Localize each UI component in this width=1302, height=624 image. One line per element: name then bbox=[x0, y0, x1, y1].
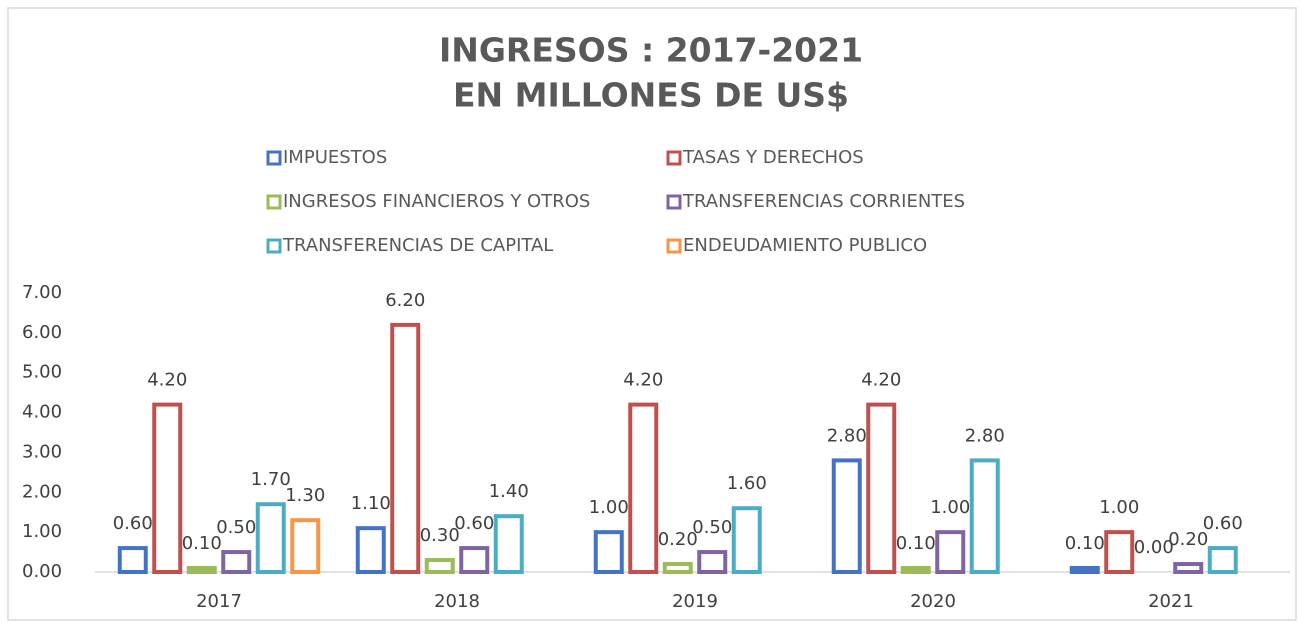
bar bbox=[221, 550, 252, 574]
y-tick-label: 0.00 bbox=[22, 561, 62, 582]
x-tick-label: 2018 bbox=[434, 591, 480, 612]
value-label: 0.10 bbox=[896, 533, 936, 554]
bar bbox=[186, 566, 217, 574]
value-label: 0.20 bbox=[1168, 529, 1208, 550]
legend-marker bbox=[666, 194, 682, 210]
value-label: 6.20 bbox=[385, 290, 425, 311]
value-label: 2.80 bbox=[965, 425, 1005, 446]
value-label: 0.10 bbox=[182, 533, 222, 554]
legend-label: IMPUESTOS bbox=[283, 147, 387, 168]
x-tick-label: 2017 bbox=[196, 591, 242, 612]
value-label: 4.20 bbox=[861, 370, 901, 391]
value-label: 1.30 bbox=[285, 485, 325, 506]
legend-label: TRANSFERENCIAS DE CAPITAL bbox=[282, 235, 553, 256]
y-tick-label: 4.00 bbox=[22, 402, 62, 423]
value-label: 4.20 bbox=[623, 370, 663, 391]
bar bbox=[731, 506, 762, 575]
legend-marker bbox=[266, 238, 282, 254]
value-label: 0.30 bbox=[420, 525, 460, 546]
y-tick-label: 2.00 bbox=[22, 481, 62, 502]
bar bbox=[290, 518, 321, 575]
bar bbox=[493, 514, 524, 575]
bar bbox=[152, 402, 183, 574]
value-label: 0.50 bbox=[692, 517, 732, 538]
value-label: 0.20 bbox=[658, 529, 698, 550]
value-label: 4.20 bbox=[147, 370, 187, 391]
value-label: 1.70 bbox=[251, 469, 291, 490]
value-label: 0.60 bbox=[1203, 513, 1243, 534]
bar bbox=[969, 458, 1000, 574]
value-label: 2.80 bbox=[827, 425, 867, 446]
legend-label: INGRESOS FINANCIEROS Y OTROS bbox=[283, 191, 590, 212]
legend-label: TASAS Y DERECHOS bbox=[682, 147, 864, 168]
bar bbox=[1104, 530, 1135, 575]
chart-title: EN MILLONES DE US$ bbox=[453, 76, 849, 115]
value-label: 1.60 bbox=[727, 473, 767, 494]
bar bbox=[390, 322, 421, 574]
bar bbox=[697, 550, 728, 574]
chart-title: INGRESOS : 2017-2021 bbox=[439, 31, 863, 70]
value-label: 0.60 bbox=[113, 513, 153, 534]
x-tick-label: 2020 bbox=[910, 591, 956, 612]
bar bbox=[424, 558, 455, 574]
legend-marker bbox=[266, 194, 282, 210]
bar bbox=[1207, 546, 1238, 574]
y-tick-label: 6.00 bbox=[22, 322, 62, 343]
y-tick-label: 7.00 bbox=[22, 282, 62, 303]
y-tick-label: 5.00 bbox=[22, 362, 62, 383]
bar bbox=[628, 402, 659, 574]
bar bbox=[935, 530, 966, 575]
legend-marker bbox=[666, 150, 682, 166]
bar bbox=[866, 402, 897, 574]
value-label: 0.60 bbox=[454, 513, 494, 534]
value-label: 0.10 bbox=[1065, 533, 1105, 554]
x-tick-label: 2019 bbox=[672, 591, 718, 612]
legend-label: TRANSFERENCIAS CORRIENTES bbox=[682, 191, 965, 212]
bar bbox=[900, 566, 931, 574]
value-label: 1.40 bbox=[489, 481, 529, 502]
value-label: 1.00 bbox=[589, 497, 629, 518]
bar bbox=[117, 546, 148, 574]
value-label: 0.50 bbox=[216, 517, 256, 538]
legend-marker bbox=[666, 238, 682, 254]
bar bbox=[831, 458, 862, 574]
y-tick-label: 3.00 bbox=[22, 441, 62, 462]
y-tick-label: 1.00 bbox=[22, 521, 62, 542]
legend-label: ENDEUDAMIENTO PUBLICO bbox=[683, 235, 927, 256]
value-label: 1.00 bbox=[1099, 497, 1139, 518]
legend-marker bbox=[266, 150, 282, 166]
value-label: 1.00 bbox=[930, 497, 970, 518]
bar bbox=[255, 502, 286, 574]
bar bbox=[662, 562, 693, 574]
value-label: 0.00 bbox=[1134, 537, 1174, 558]
bar bbox=[459, 546, 490, 574]
bar bbox=[1069, 566, 1100, 574]
value-label: 1.10 bbox=[351, 493, 391, 514]
bar bbox=[1173, 562, 1204, 574]
x-tick-label: 2021 bbox=[1148, 591, 1194, 612]
bar bbox=[593, 530, 624, 575]
bar bbox=[355, 526, 386, 575]
